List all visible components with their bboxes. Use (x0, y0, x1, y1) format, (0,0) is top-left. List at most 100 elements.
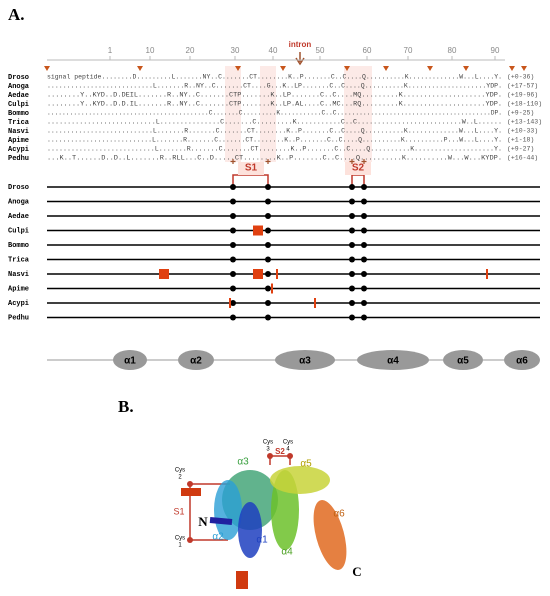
cys-number: 1 (178, 543, 182, 549)
cys-number: 2 (178, 475, 182, 481)
cys-dot (349, 184, 355, 190)
intron-tick (271, 283, 273, 294)
ruler-label: 20 (186, 46, 195, 55)
helix-label: α5 (300, 459, 312, 470)
cys-dot (349, 300, 355, 306)
c-terminus: C (352, 564, 361, 579)
gene-species-name: Trica (8, 256, 30, 264)
range: (+19-96) (507, 92, 538, 99)
exon-marker (344, 66, 350, 71)
cys-dot (349, 256, 355, 263)
ruler-label: 10 (146, 46, 155, 55)
sequence: ........................................… (47, 110, 502, 117)
exon-marker (383, 66, 389, 71)
ruler-label: 90 (491, 46, 500, 55)
species-name: Aedae (8, 92, 29, 100)
helix (178, 350, 214, 370)
species-name: Anoga (8, 83, 30, 91)
cys-dot (230, 256, 236, 263)
cys-dot (361, 256, 367, 263)
exon-marker (427, 66, 433, 71)
cys-dot (230, 184, 236, 190)
intron-label: intron (289, 40, 312, 49)
helix-label: α5 (457, 356, 469, 367)
gene-species-name: Apime (8, 285, 29, 293)
cys-number: 4 (286, 447, 290, 453)
intron-tick (314, 298, 316, 308)
intron-tick (486, 269, 488, 279)
cys-dot (230, 314, 236, 321)
cys-dot (265, 213, 271, 219)
sequence: ...........................L.......R....… (47, 146, 502, 153)
sequence: signal peptide........D.........L.......… (47, 74, 502, 81)
cys-dot (230, 227, 236, 234)
ruler-label: 1 (108, 46, 113, 55)
cys-dot (361, 300, 367, 306)
intron-tick (229, 298, 231, 308)
helix (443, 350, 483, 370)
species-name: Trica (8, 119, 30, 127)
species-name: Pedhu (8, 155, 29, 163)
helix-label: α6 (333, 509, 345, 520)
cys-dot (361, 271, 367, 277)
cys-dot (230, 198, 236, 205)
species-name: Nasvi (8, 128, 29, 136)
cys-dot (265, 184, 271, 190)
helix-label: α1 (256, 535, 268, 546)
helix-label: α3 (299, 356, 311, 367)
helix-label: α2 (190, 356, 202, 367)
bond-label: S1 (245, 163, 258, 174)
sequence: ...K..T......D..D..L.......R..RLL...C..D… (47, 155, 502, 162)
exon-marker (235, 66, 241, 71)
species-name: Droso (8, 74, 29, 82)
cys-dot (265, 271, 271, 277)
exon-marker (280, 66, 286, 71)
intron-box (159, 269, 169, 279)
intron-box (253, 225, 263, 236)
gene-species-name: Anoga (8, 198, 30, 206)
range: (+17-57) (507, 83, 538, 90)
cys-dot (361, 213, 367, 219)
range: (+18-110) (507, 101, 542, 108)
cys-star (361, 159, 367, 164)
ruler-label: 80 (448, 46, 457, 55)
sequence: ...........................L.......R....… (47, 137, 502, 144)
cys-dot (349, 242, 355, 248)
ruler-label: 40 (269, 46, 278, 55)
cys-dot (361, 242, 367, 248)
ruler-label: 50 (316, 46, 325, 55)
cys-star (349, 159, 355, 164)
gene-species-name: Pedhu (8, 314, 29, 322)
intron-arrow (295, 52, 305, 66)
range: (+13-143) (507, 119, 542, 126)
bond-brackets (232, 174, 365, 186)
cys-dot (361, 184, 367, 190)
exon-marker (44, 66, 50, 71)
gene-species-name: Aedae (8, 213, 29, 221)
cys-dot (265, 314, 271, 321)
ruler-label: 30 (231, 46, 240, 55)
helix-label: α1 (124, 356, 136, 367)
species-name: Bommo (8, 110, 29, 118)
helix-label: α2 (212, 532, 224, 543)
sequence: ...........................L.......R....… (47, 128, 502, 135)
cys-dot (349, 271, 355, 277)
helix (357, 350, 429, 370)
cys-dot (361, 314, 367, 321)
range: (+16-44) (507, 155, 538, 162)
cys-dot (349, 285, 355, 292)
cys-dot (230, 242, 236, 248)
cys-dot (265, 198, 271, 205)
exon-marker (509, 66, 515, 71)
cys-dot (361, 198, 367, 205)
cys-label: Cys (263, 440, 273, 446)
helix-label: α6 (516, 356, 528, 367)
cys-number: 3 (266, 447, 270, 453)
gene-species-name: Bommo (8, 242, 29, 250)
cys-label: Cys (175, 468, 185, 474)
bond-box (238, 162, 264, 175)
cys-highlight (260, 66, 276, 162)
panel-label: B. (118, 397, 134, 416)
sequence: ........Y..KYD..D.D.IL.......R..NY..C...… (47, 101, 502, 108)
